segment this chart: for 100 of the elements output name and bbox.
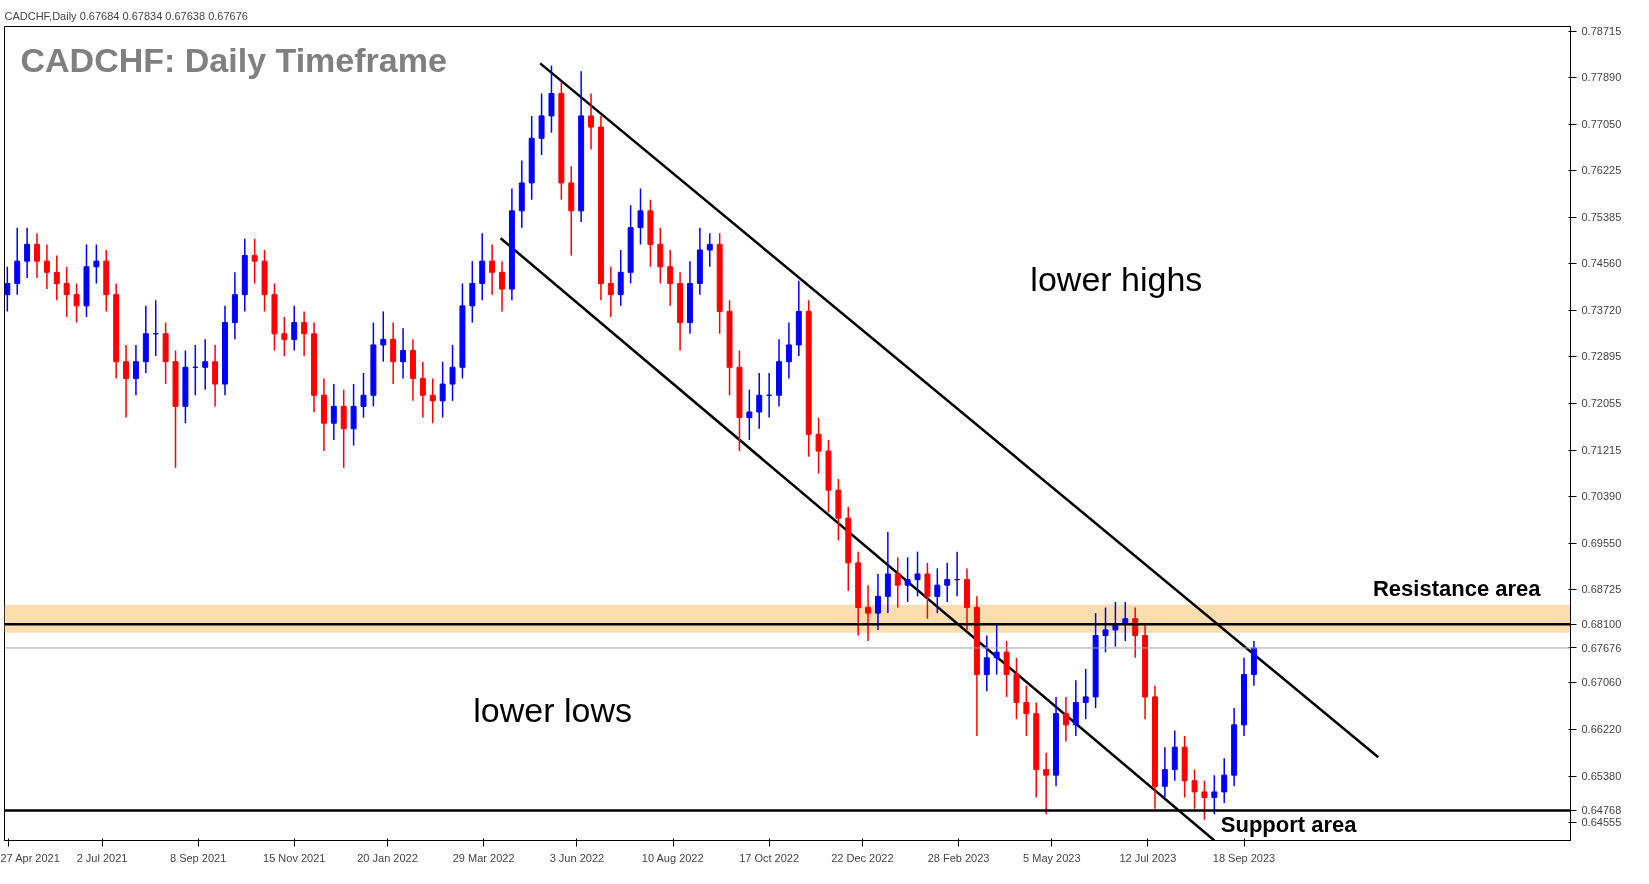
x-tick-label: 28 Feb 2023 (927, 851, 990, 864)
candlestick (400, 327, 407, 380)
y-tick-label: 0.70390 (1581, 490, 1622, 503)
candlestick (548, 64, 555, 134)
candlestick (469, 260, 476, 324)
candlestick (43, 243, 50, 290)
candlestick (914, 550, 921, 598)
chart-title: CADCHF: Daily Timeframe (20, 40, 447, 79)
candlestick (934, 567, 941, 614)
candlestick (1171, 729, 1178, 782)
x-tick-label: 5 May 2023 (1023, 851, 1081, 864)
candlestick (34, 232, 40, 279)
y-tick-label: 0.77890 (1581, 71, 1622, 84)
candlestick (340, 388, 347, 469)
candlestick (291, 305, 298, 352)
y-tick-label: 0.76225 (1581, 164, 1622, 177)
ref-line-label: 0.68100 (1581, 618, 1622, 631)
candlestick (1082, 668, 1089, 721)
candlestick (14, 226, 21, 296)
candlestick (538, 92, 545, 156)
x-tick-label: 8 Sep 2021 (169, 851, 227, 864)
candlestick (1201, 779, 1208, 821)
candlestick (132, 344, 139, 396)
y-tick-label: 0.68725 (1581, 583, 1622, 596)
candlestick (865, 584, 872, 642)
candlestick (202, 338, 209, 391)
y-tick-label: 0.72895 (1581, 350, 1622, 363)
candlestick (706, 232, 713, 268)
y-tick-label: 0.77050 (1581, 118, 1622, 131)
candlestick (1161, 746, 1168, 799)
chart-subtitle: CADCHF,Daily 0.67684 0.67834 0.67638 0.67676 (4, 9, 248, 22)
y-tick-label: 0.74560 (1581, 257, 1622, 270)
candlestick (53, 254, 60, 301)
candlestick (489, 243, 496, 296)
candlestick (123, 344, 130, 419)
x-tick-label: 20 Jan 2022 (357, 851, 418, 864)
candlestick (904, 556, 911, 603)
x-tick-label: 29 Mar 2022 (452, 851, 515, 864)
annotation: Support area (1220, 811, 1358, 837)
candlestick (637, 187, 644, 246)
candlestick (1043, 752, 1050, 815)
candlestick (479, 232, 486, 301)
candlestick (1023, 684, 1030, 737)
candlestick (73, 282, 80, 324)
candlestick (924, 562, 931, 620)
annotation: lower highs (1030, 259, 1203, 298)
candlestick (993, 623, 1000, 676)
candlestick (360, 372, 367, 419)
x-tick-label: 15 Nov 2021 (263, 851, 326, 864)
y-tick-label: 0.66220 (1581, 723, 1622, 736)
y-tick-label: 0.78715 (1581, 25, 1622, 38)
candlestick (894, 556, 901, 609)
candlestick (212, 344, 219, 408)
candlestick (439, 360, 446, 419)
candlestick (63, 265, 70, 318)
candlestick (983, 634, 990, 693)
candlestick (874, 573, 881, 631)
candlestick (1062, 696, 1069, 743)
candlestick (350, 383, 357, 447)
y-tick-label: 0.72055 (1581, 397, 1622, 410)
candlestick (607, 265, 614, 318)
candlestick (429, 377, 436, 424)
candlestick (499, 260, 505, 313)
y-tick-label: 0.69550 (1581, 537, 1622, 550)
y-tick-label: 0.67060 (1581, 676, 1622, 689)
candlestick (785, 321, 792, 380)
candlestick (1221, 757, 1228, 804)
candlestick (667, 249, 674, 307)
ref-line-label: 0.67676 (1581, 641, 1622, 654)
x-tick-label: 12 Jul 2023 (1119, 851, 1177, 864)
x-tick-label: 22 Dec 2022 (831, 851, 894, 864)
candlestick (756, 372, 763, 430)
candlestick (1003, 640, 1010, 698)
candlestick (301, 310, 308, 357)
candlestick (1211, 774, 1218, 815)
candlestick (93, 243, 100, 285)
candlestick (944, 562, 951, 603)
candlestick (815, 416, 822, 475)
x-tick-label: 18 Sep 2023 (1212, 851, 1276, 864)
candlestick (588, 92, 595, 151)
candlestick (281, 316, 288, 357)
x-tick-label: 10 Aug 2022 (641, 851, 704, 864)
candlestick (884, 531, 891, 614)
y-tick-label: 0.71215 (1581, 444, 1622, 457)
candlestick (1102, 606, 1109, 653)
candlestick (390, 321, 397, 385)
x-tick-label: 27 Apr 2021 (0, 851, 60, 864)
y-tick-label: 0.65380 (1581, 770, 1622, 783)
candlestick (380, 310, 387, 363)
candlestick (419, 360, 426, 419)
candlestick (330, 383, 337, 441)
candlestick (449, 344, 456, 402)
candlestick (1072, 679, 1079, 737)
candlestick (251, 238, 258, 285)
candlestick (24, 226, 31, 279)
candlestick (617, 249, 624, 307)
candlestick (1191, 768, 1198, 810)
ref-line-label: 0.64768 (1581, 804, 1622, 817)
annotation: lower lows (473, 691, 632, 730)
x-tick-label: 2 Jul 2021 (76, 851, 128, 864)
